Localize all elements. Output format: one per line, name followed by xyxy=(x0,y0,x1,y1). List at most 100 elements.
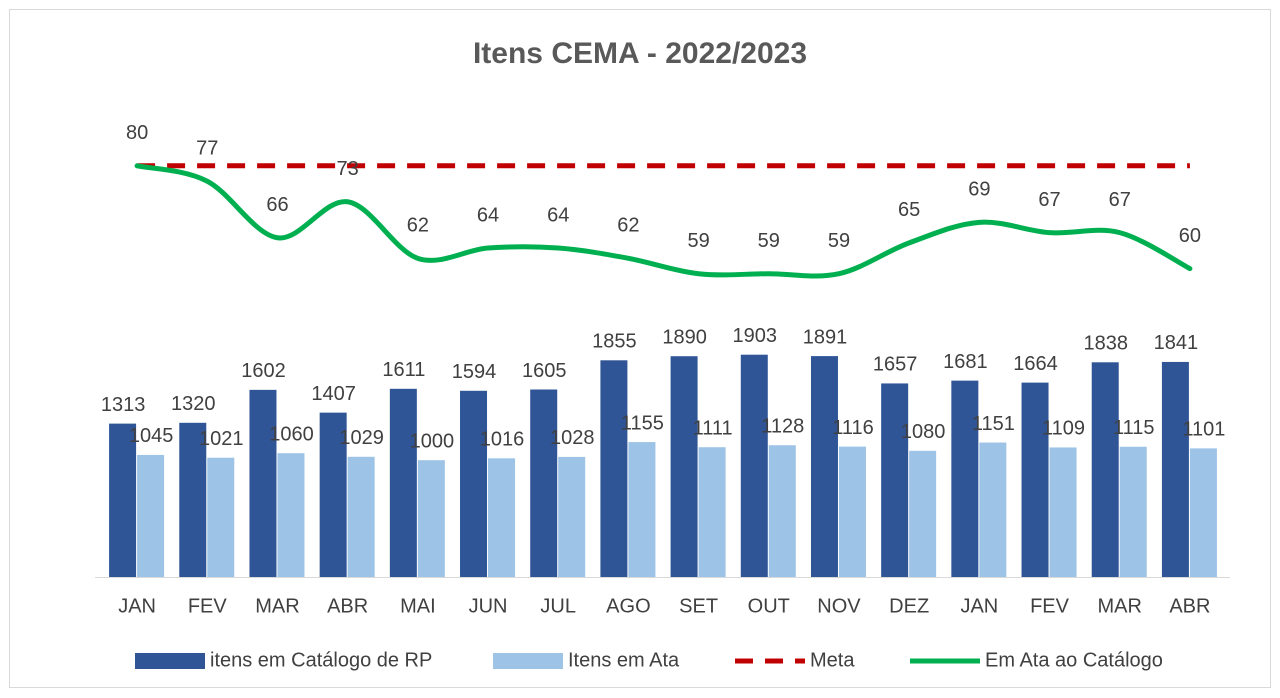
x-tick-label: MAI xyxy=(400,595,436,617)
data-label: 59 xyxy=(687,230,709,252)
data-label: 1313 xyxy=(101,394,146,416)
bar xyxy=(1021,382,1049,577)
data-label: 1128 xyxy=(761,416,804,438)
bar xyxy=(488,458,516,577)
data-label: 64 xyxy=(547,204,569,226)
data-label: 1320 xyxy=(171,393,216,415)
bar xyxy=(1119,446,1147,577)
data-label: 65 xyxy=(898,199,920,221)
bar xyxy=(347,456,375,577)
bar xyxy=(319,412,347,577)
data-label: 59 xyxy=(758,230,780,252)
data-label: 1407 xyxy=(311,383,356,405)
bar xyxy=(389,388,417,577)
data-label: 80 xyxy=(126,122,148,144)
bar xyxy=(137,454,165,577)
x-tick-label: JAN xyxy=(960,595,998,617)
bar xyxy=(1189,448,1217,577)
data-label: 77 xyxy=(196,138,218,160)
x-tick-label: FEV xyxy=(1030,595,1070,617)
chart-title: Itens CEMA - 2022/2023 xyxy=(473,37,807,70)
bar xyxy=(740,354,768,577)
data-label: 1891 xyxy=(803,326,848,348)
bar xyxy=(768,445,796,577)
data-label: 1890 xyxy=(662,326,707,348)
legend-swatch xyxy=(135,653,205,669)
bar xyxy=(558,456,586,577)
legend-label: Meta xyxy=(810,649,855,671)
bar xyxy=(698,447,726,577)
data-label: 67 xyxy=(1038,189,1060,211)
data-label: 1903 xyxy=(733,325,778,347)
data-label: 1000 xyxy=(410,430,455,452)
x-tick-label: JUL xyxy=(540,595,576,617)
data-label: 1151 xyxy=(972,413,1015,435)
chart-border xyxy=(9,9,1271,688)
data-label: 1080 xyxy=(901,421,946,443)
data-label: 1060 xyxy=(269,423,314,445)
bar xyxy=(810,356,838,577)
data-label: 1111 xyxy=(693,417,733,439)
bar xyxy=(179,422,207,577)
data-label: 1611 xyxy=(382,359,425,381)
x-tick-label: AGO xyxy=(606,595,650,617)
data-label: 69 xyxy=(968,179,990,201)
x-tick-label: ABR xyxy=(327,595,368,617)
bar xyxy=(1049,447,1077,577)
bar xyxy=(530,389,558,577)
bar xyxy=(909,450,937,577)
data-label: 1664 xyxy=(1013,353,1058,375)
data-label: 1115 xyxy=(1113,417,1155,439)
data-label: 1681 xyxy=(943,351,988,373)
data-label: 1155 xyxy=(621,412,664,434)
data-label: 1657 xyxy=(873,354,918,376)
data-label: 1841 xyxy=(1154,332,1199,354)
legend-label: Em Ata ao Catálogo xyxy=(985,649,1163,671)
data-label: 1605 xyxy=(522,360,567,382)
x-tick-label: JAN xyxy=(118,595,156,617)
data-label: 1021 xyxy=(199,428,244,450)
x-tick-label: ABR xyxy=(1169,595,1210,617)
data-label: 1602 xyxy=(241,360,286,382)
bar xyxy=(951,380,979,577)
line xyxy=(134,163,1193,279)
bar xyxy=(277,453,305,577)
bar xyxy=(979,442,1007,577)
bar xyxy=(838,446,866,577)
bar xyxy=(417,460,445,577)
data-label: 1855 xyxy=(592,331,637,353)
bar xyxy=(1091,362,1119,577)
legend-label: Itens em Ata xyxy=(568,649,680,671)
data-label: 1045 xyxy=(129,425,174,447)
data-label: 1028 xyxy=(550,427,595,449)
data-label: 1109 xyxy=(1042,418,1085,440)
bar xyxy=(1161,361,1189,577)
data-label: 60 xyxy=(1179,225,1201,247)
x-tick-label: DEZ xyxy=(889,595,929,617)
data-label: 73 xyxy=(337,158,359,180)
bar xyxy=(881,383,909,577)
data-label: 1838 xyxy=(1083,333,1128,355)
x-tick-label: JUN xyxy=(469,595,508,617)
x-tick-label: MAR xyxy=(1097,595,1141,617)
x-tick-label: MAR xyxy=(255,595,299,617)
bar xyxy=(670,356,698,577)
data-label: 62 xyxy=(617,215,639,237)
bar xyxy=(249,389,277,577)
data-label: 1016 xyxy=(480,429,525,451)
data-label: 64 xyxy=(477,204,499,226)
data-label: 67 xyxy=(1109,189,1131,211)
bar xyxy=(207,457,235,577)
data-label: 1594 xyxy=(452,361,497,383)
data-label: 1101 xyxy=(1182,419,1225,441)
bar xyxy=(109,423,137,577)
x-tick-label: FEV xyxy=(188,595,228,617)
data-label: 59 xyxy=(828,230,850,252)
x-tick-label: NOV xyxy=(817,595,861,617)
legend-swatch xyxy=(493,653,563,669)
data-label: 62 xyxy=(407,215,429,237)
data-label: 66 xyxy=(266,194,288,216)
bar xyxy=(600,360,628,577)
